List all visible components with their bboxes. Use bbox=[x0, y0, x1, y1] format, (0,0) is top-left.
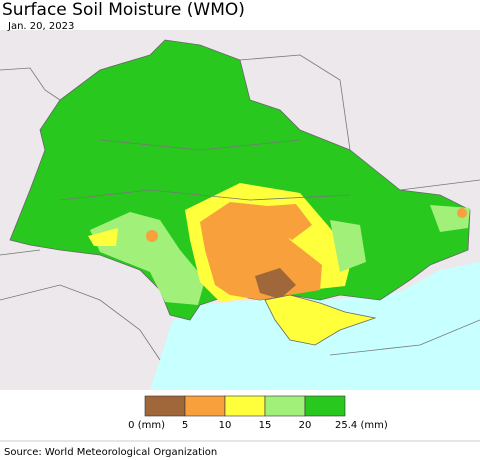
moisture-zone bbox=[268, 204, 312, 240]
title: Surface Soil Moisture (WMO) bbox=[2, 0, 245, 20]
crimea bbox=[264, 294, 377, 346]
legend-label: 25.4 (mm) bbox=[335, 420, 388, 431]
legend-label: 15 bbox=[259, 420, 272, 431]
boundaries bbox=[0, 54, 480, 361]
moisture-zone bbox=[88, 228, 118, 246]
moisture-zone bbox=[146, 230, 158, 242]
date: Jan. 20, 2023 bbox=[7, 21, 74, 32]
legend: 0 (mm) 5 10 15 20 25.4 (mm) bbox=[128, 395, 388, 431]
moisture-zone bbox=[90, 212, 205, 305]
moisture-zone bbox=[457, 208, 467, 218]
legend-label: 5 bbox=[182, 420, 188, 431]
legend-swatch bbox=[264, 395, 306, 417]
moisture-zone bbox=[200, 202, 322, 300]
source: Source: World Meteorological Organizatio… bbox=[4, 447, 217, 458]
legend-swatch bbox=[144, 395, 186, 417]
legend-label: 20 bbox=[299, 420, 312, 431]
legend-swatch bbox=[304, 395, 346, 417]
legend-swatch bbox=[184, 395, 226, 417]
legend-swatch bbox=[224, 395, 266, 417]
legend-label: 10 bbox=[219, 420, 232, 431]
legend-label: 0 (mm) bbox=[128, 420, 165, 431]
moisture-zone bbox=[330, 220, 366, 272]
moisture-zone bbox=[255, 268, 296, 299]
